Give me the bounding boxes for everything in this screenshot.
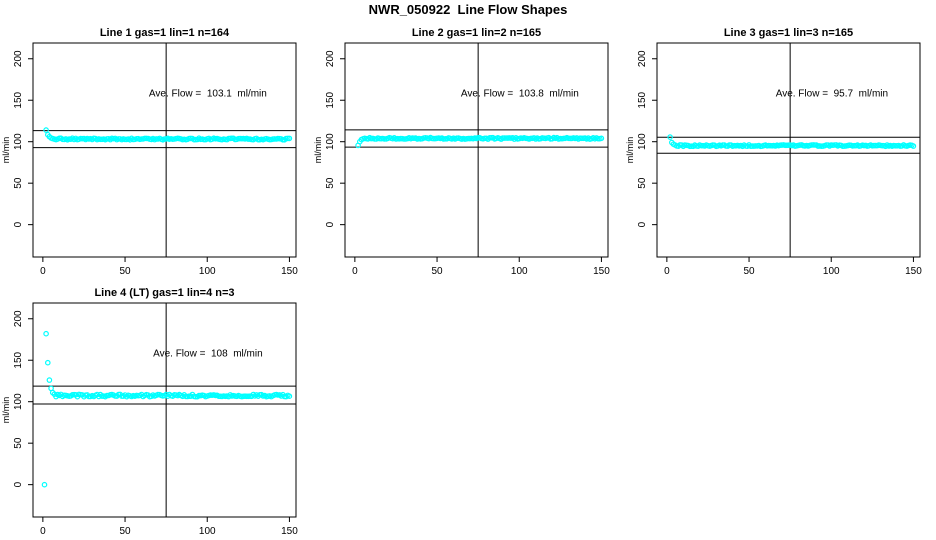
x-tick-label: 150 [593,266,610,277]
y-tick-label: 0 [637,221,648,227]
data-point [598,135,605,142]
y-tick-label: 200 [13,310,24,327]
x-tick-label: 0 [352,266,358,277]
ave-flow-annotation: Ave. Flow = 103.8 ml/min [461,89,579,100]
plot-box [656,42,921,258]
x-tick-label: 100 [199,266,216,277]
data-point [286,135,293,142]
data-point [667,134,673,140]
x-tick-label: 50 [743,266,755,277]
y-tick-label: 150 [637,91,648,108]
x-tick-label: 100 [199,526,216,537]
subplot-title: Line 2 gas=1 lin=2 n=165 [412,27,541,39]
x-tick-label: 150 [281,526,298,537]
y-tick-label: 100 [13,393,24,410]
y-axis-label: ml/min [313,137,323,164]
x-tick-label: 150 [281,266,298,277]
y-tick-label: 150 [13,351,24,368]
x-tick-label: 50 [119,526,131,537]
data-point [46,377,53,383]
y-tick-label: 200 [325,50,336,67]
y-tick-label: 100 [13,133,24,150]
subplot-1-chart: Line 1 gas=1 lin=1 n=164 0 50 100 150 0 50 100 1… [1,27,298,277]
subplot-4: Line 4 (LT) gas=1 lin=4 n=3 0 50 100 150 0 50 1… [0,280,312,540]
x-tick-label: 50 [431,266,443,277]
y-axis-label: ml/min [1,137,11,164]
subplot-3: Line 3 gas=1 lin=3 n=165 0 50 100 150 0 50 100 1… [624,20,936,280]
y-tick-label: 100 [325,133,336,150]
data-point [286,393,293,400]
y-tick-label: 200 [637,50,648,67]
plot-box [32,42,297,258]
x-tick-label: 0 [40,266,46,277]
x-tick-label: 50 [119,266,131,277]
y-axis-label: ml/min [1,397,11,424]
y-tick-label: 0 [325,221,336,227]
subplot-4-chart: Line 4 (LT) gas=1 lin=4 n=3 0 50 100 150 0 50 1… [1,287,298,537]
y-tick-label: 50 [325,177,336,189]
y-tick-label: 50 [637,177,648,189]
y-tick-label: 100 [637,133,648,150]
x-tick-label: 0 [664,266,670,277]
plot-box [32,302,297,518]
y-tick-label: 200 [13,50,24,67]
x-tick-label: 100 [823,266,840,277]
subplot-2: Line 2 gas=1 lin=2 n=165 0 50 100 150 0 50 100 1… [312,20,624,280]
plot-box [344,42,609,258]
subplot-1: Line 1 gas=1 lin=1 n=164 0 50 100 150 0 50 100 1… [0,20,312,280]
subplot-title: Line 1 gas=1 lin=1 n=164 [100,27,230,39]
subplot-3-chart: Line 3 gas=1 lin=3 n=165 0 50 100 150 0 50 100 1… [625,27,922,277]
y-tick-label: 0 [13,221,24,227]
data-point [43,330,49,337]
ave-flow-annotation: Ave. Flow = 95.7 ml/min [776,89,888,100]
x-tick-label: 0 [40,526,46,537]
y-tick-label: 150 [13,91,24,108]
y-tick-label: 50 [13,177,24,189]
data-point [41,481,48,488]
figure-title: NWR_050922 Line Flow Shapes [368,2,568,17]
data-point [43,127,49,133]
subplot-2-chart: Line 2 gas=1 lin=2 n=165 0 50 100 150 0 50 100 1… [313,27,610,277]
x-tick-label: 150 [905,266,922,277]
data-point [910,143,917,149]
subplot-title: Line 3 gas=1 lin=3 n=165 [724,27,853,39]
y-tick-label: 150 [325,91,336,108]
y-tick-label: 50 [13,437,24,449]
ave-flow-annotation: Ave. Flow = 103.1 ml/min [149,89,267,100]
x-tick-label: 100 [511,266,528,277]
y-tick-label: 0 [13,481,24,487]
y-axis-label: ml/min [625,137,635,164]
ave-flow-annotation: Ave. Flow = 108 ml/min [153,349,263,360]
data-point [44,359,51,366]
subplot-title: Line 4 (LT) gas=1 lin=4 n=3 [94,287,234,299]
